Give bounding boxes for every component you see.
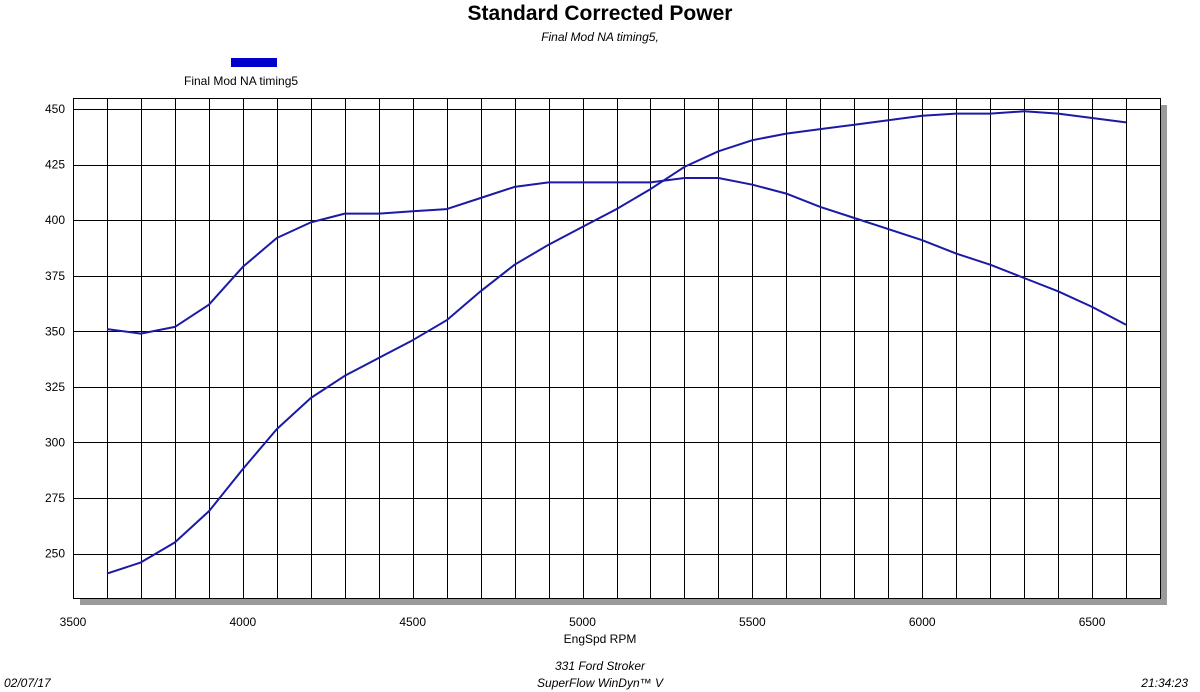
x-tick-label: 6500 (1079, 615, 1106, 629)
y-tick-label: 300 (45, 435, 65, 449)
x-axis-label: EngSpd RPM (563, 632, 637, 646)
x-tick-label: 4500 (399, 615, 426, 629)
footer-time: 21:34:23 (1141, 676, 1188, 690)
y-tick-label: 250 (45, 547, 65, 561)
y-tick-label: 350 (45, 324, 65, 338)
y-tick-label: 400 (45, 213, 65, 227)
footer-software-name: SuperFlow WinDyn™ V (537, 676, 663, 690)
chart-title: Standard Corrected Power (467, 2, 733, 25)
y-tick-label: 375 (45, 269, 65, 283)
series-line-2 (106, 177, 1127, 335)
y-tick-label: 425 (45, 158, 65, 172)
y-tick-label: 450 (45, 102, 65, 116)
plot-background (73, 98, 1160, 598)
footer-date: 02/07/17 (4, 676, 51, 690)
x-tick-label: 5000 (569, 615, 596, 629)
y-tick-label: 325 (45, 380, 65, 394)
footer-engine-name: 331 Ford Stroker (554, 659, 646, 673)
chart-subtitle: Final Mod NA timing5, (541, 30, 659, 44)
legend-label: Final Mod NA timing5 (184, 74, 299, 88)
legend-swatch (231, 58, 277, 67)
x-tick-label: 5500 (739, 615, 766, 629)
x-tick-label: 3500 (60, 615, 87, 629)
series-line-1 (106, 110, 1127, 575)
y-tick-label: 275 (45, 491, 65, 505)
plot-border (73, 98, 1161, 599)
x-tick-label: 4000 (229, 615, 256, 629)
x-tick-label: 6000 (909, 615, 936, 629)
